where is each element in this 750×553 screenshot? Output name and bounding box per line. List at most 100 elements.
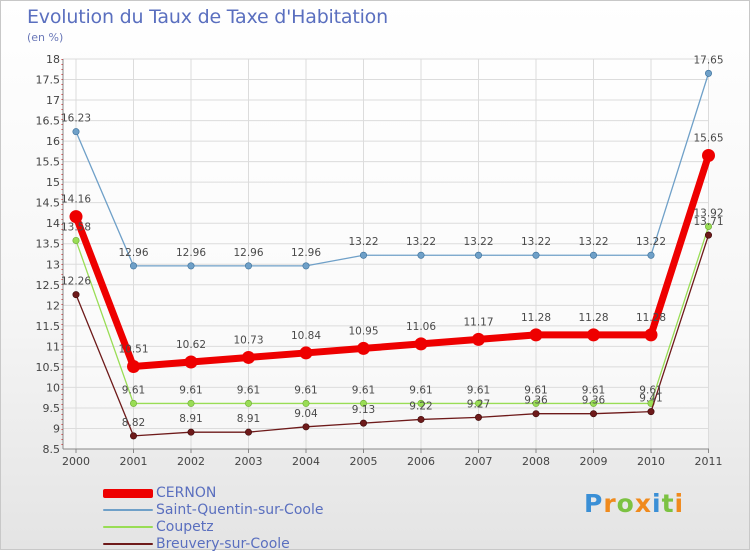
series-line — [75, 226, 710, 405]
data-label: 14.16 — [61, 194, 91, 206]
data-point — [647, 408, 655, 416]
data-point — [242, 350, 255, 364]
data-point — [359, 419, 367, 427]
proxiti-logo: Proxiti — [584, 489, 684, 518]
data-label: 13.22 — [578, 236, 608, 248]
data-point — [704, 231, 712, 239]
y-tick-label: 15 — [46, 176, 60, 189]
data-label: 12.26 — [61, 276, 91, 288]
data-label: 13.22 — [636, 236, 666, 248]
y-tick-label: 17 — [46, 94, 60, 107]
data-point — [587, 328, 600, 342]
x-tick-label: 2002 — [177, 455, 205, 468]
y-tick-label: 8.5 — [43, 443, 61, 456]
logo-letter: x — [634, 489, 652, 518]
data-point — [644, 328, 658, 342]
data-point — [130, 262, 138, 270]
data-label: 9.61 — [179, 384, 202, 396]
data-point — [414, 337, 428, 351]
data-point — [532, 410, 540, 418]
legend-label: Saint-Quentin-sur-Coole — [156, 502, 324, 518]
legend-swatch — [103, 543, 153, 545]
data-label: 8.82 — [122, 417, 145, 429]
y-tick-label: 10 — [46, 381, 60, 394]
data-label: 15.65 — [693, 132, 723, 144]
y-tick-label: 9.5 — [43, 402, 61, 415]
legend-swatch — [103, 488, 153, 498]
chart-title: Evolution du Taux de Taxe d'Habitation — [27, 6, 388, 28]
data-label: 10.95 — [348, 325, 378, 337]
data-point — [359, 251, 367, 259]
data-point — [704, 69, 712, 77]
data-label: 9.61 — [122, 384, 145, 396]
data-point — [130, 399, 138, 407]
data-label: 9.36 — [582, 395, 606, 407]
data-label: 11.28 — [636, 312, 666, 324]
y-tick-label: 9 — [53, 422, 60, 435]
logo-letter: i — [674, 489, 685, 518]
series-line — [72, 154, 712, 370]
data-label: 11.17 — [463, 316, 493, 328]
data-point — [472, 332, 485, 346]
data-point — [702, 148, 715, 162]
data-point — [647, 251, 655, 259]
legend-label: Coupetz — [156, 519, 214, 535]
data-label: 12.96 — [291, 247, 321, 259]
data-label: 9.61 — [639, 384, 662, 396]
data-point — [187, 399, 195, 407]
data-label: 12.96 — [233, 247, 263, 259]
data-point — [357, 341, 370, 355]
data-label: 8.91 — [237, 413, 260, 425]
y-tick-label: 11 — [46, 340, 60, 353]
data-label: 13.22 — [348, 236, 378, 248]
data-point — [127, 359, 140, 373]
data-point — [245, 399, 253, 407]
data-label: 12.96 — [176, 247, 206, 259]
data-point — [417, 399, 425, 407]
data-label: 16.23 — [61, 113, 91, 125]
data-label: 9.13 — [352, 404, 375, 416]
data-label: 10.84 — [291, 330, 321, 342]
data-point — [187, 428, 195, 436]
y-tick-label: 16 — [46, 135, 60, 148]
data-label: 9.61 — [467, 384, 490, 396]
data-point — [72, 291, 80, 299]
data-label: 9.61 — [294, 384, 317, 396]
data-point — [187, 262, 195, 270]
data-label: 10.51 — [118, 343, 148, 355]
data-point — [589, 410, 597, 418]
data-label: 9.61 — [409, 384, 432, 396]
x-tick-label: 2008 — [522, 455, 550, 468]
logo-letter: o — [616, 489, 635, 518]
x-tick-label: 2003 — [235, 455, 263, 468]
x-tick-label: 2000 — [62, 455, 90, 468]
x-tick-label: 2011 — [695, 455, 723, 468]
x-tick-label: 2005 — [350, 455, 378, 468]
data-point — [589, 399, 597, 407]
data-label: 10.73 — [233, 334, 263, 346]
data-label: 13.22 — [463, 236, 493, 248]
plot-area — [63, 59, 709, 449]
data-point — [529, 328, 543, 342]
data-label: 13.92 — [693, 207, 723, 219]
x-tick-label: 2010 — [637, 455, 665, 468]
data-label: 10.62 — [176, 339, 206, 351]
data-label: 9.61 — [237, 384, 260, 396]
data-point — [704, 222, 712, 230]
data-label: 8.91 — [179, 413, 202, 425]
data-label: 9.41 — [639, 393, 662, 405]
y-tick-label: 12.5 — [36, 279, 61, 292]
y-tick-label: 18 — [46, 53, 60, 66]
y-tick-label: 13.5 — [36, 238, 61, 251]
data-label: 12.96 — [118, 247, 148, 259]
data-label: 13.22 — [521, 236, 551, 248]
logo-letter: t — [661, 489, 675, 518]
data-point — [532, 251, 540, 259]
data-label: 13.58 — [61, 221, 91, 233]
data-label: 9.61 — [582, 384, 605, 396]
data-point — [359, 399, 367, 407]
legend-swatch — [103, 526, 153, 528]
data-label: 9.22 — [409, 400, 432, 412]
